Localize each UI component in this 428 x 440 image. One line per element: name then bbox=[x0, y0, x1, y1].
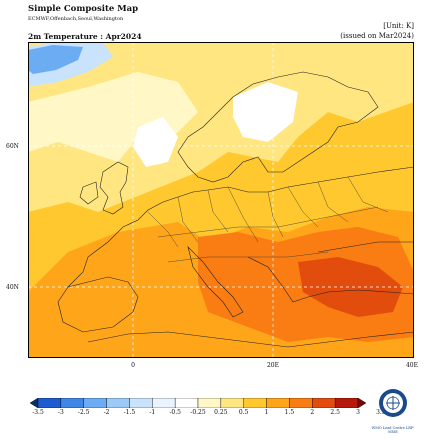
issued-label: (issued on Mar2024) bbox=[340, 32, 414, 40]
colorbar-tick-label: 1.5 bbox=[284, 409, 295, 416]
colorbar-segment bbox=[197, 398, 222, 408]
lon-tick-20e: 20E bbox=[266, 362, 280, 369]
anomaly-region-white-scandinavia bbox=[233, 82, 298, 142]
lat-tick-60n: 60N bbox=[6, 143, 19, 150]
colorbar-tick-label: 3 bbox=[356, 409, 360, 416]
country-borders bbox=[147, 176, 389, 263]
colorbar-extend-low bbox=[30, 398, 39, 408]
colorbar-segment bbox=[37, 398, 62, 408]
colorbar-tick-label: -2.5 bbox=[77, 409, 90, 416]
unit-label: [Unit: K] bbox=[383, 22, 414, 30]
anomaly-region-cold-core bbox=[28, 45, 83, 74]
colorbar-segment bbox=[60, 398, 84, 408]
coastlines bbox=[57, 71, 414, 348]
colorbar-segment bbox=[266, 398, 290, 408]
temperature-map bbox=[28, 42, 414, 358]
lon-tick-40e: 40E bbox=[405, 362, 419, 369]
colorbar-tick-label: -3.5 bbox=[32, 409, 44, 416]
colorbar-tick-label: 0.25 bbox=[214, 409, 228, 416]
colorbar-tick-label: -1.5 bbox=[123, 409, 136, 416]
colorbar-segment bbox=[106, 398, 130, 408]
colorbar-segment bbox=[220, 398, 244, 408]
grid-lines bbox=[28, 42, 414, 358]
variable-label: 2m Temperature : Apr2024 bbox=[28, 32, 142, 41]
lat-tick-40n: 40N bbox=[6, 284, 19, 291]
colorbar-tick-label: 2 bbox=[310, 409, 315, 416]
anomaly-region-white-west bbox=[133, 117, 178, 167]
colorbar-tick-label: 2.5 bbox=[330, 409, 340, 416]
colorbar-segment bbox=[243, 398, 267, 408]
colorbar-tick-label: -2 bbox=[103, 409, 110, 416]
colorbar-segment bbox=[334, 398, 359, 408]
colorbar-segment bbox=[289, 398, 313, 408]
map-subtitle: ECMWF,Offenbach,Seoul,Washington bbox=[28, 16, 124, 22]
wmo-logo-caption: WMO Lead Centre LRF-MME bbox=[371, 426, 415, 434]
lon-tick-0: 0 bbox=[131, 362, 135, 369]
colorbar-tick-label: 1 bbox=[264, 409, 269, 416]
colorbar-tick-label: 3.5 bbox=[376, 409, 386, 416]
colorbar-tick-label: -3 bbox=[57, 409, 64, 416]
colorbar bbox=[30, 398, 366, 408]
colorbar-segment bbox=[83, 398, 107, 408]
colorbar-tick-label: -0.25 bbox=[190, 409, 206, 416]
colorbar-segment bbox=[312, 398, 336, 408]
map-title: Simple Composite Map bbox=[28, 4, 139, 14]
colorbar-tick-label: -0.5 bbox=[169, 409, 181, 416]
colorbar-tick-label: -1 bbox=[149, 409, 156, 416]
colorbar-segment bbox=[152, 398, 176, 408]
wmo-logo-icon bbox=[379, 389, 407, 417]
colorbar-segment bbox=[174, 398, 199, 408]
map-frame bbox=[28, 42, 414, 358]
colorbar-tick-label: 0.5 bbox=[238, 409, 249, 416]
anomaly-region-hottest bbox=[298, 257, 403, 317]
colorbar-segment bbox=[129, 398, 153, 408]
colorbar-extend-high bbox=[357, 398, 366, 408]
